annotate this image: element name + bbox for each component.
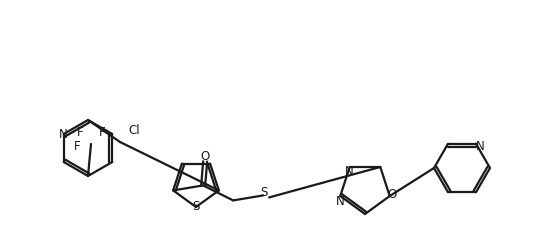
Text: N: N — [346, 165, 354, 179]
Text: F: F — [77, 126, 83, 140]
Text: F: F — [99, 126, 105, 140]
Text: S: S — [260, 186, 268, 199]
Text: N: N — [336, 195, 345, 207]
Text: O: O — [200, 150, 210, 163]
Text: S: S — [192, 200, 200, 212]
Text: Cl: Cl — [128, 124, 140, 136]
Text: O: O — [387, 188, 396, 201]
Text: N: N — [476, 140, 484, 153]
Text: F: F — [73, 140, 80, 152]
Text: N: N — [58, 127, 67, 141]
